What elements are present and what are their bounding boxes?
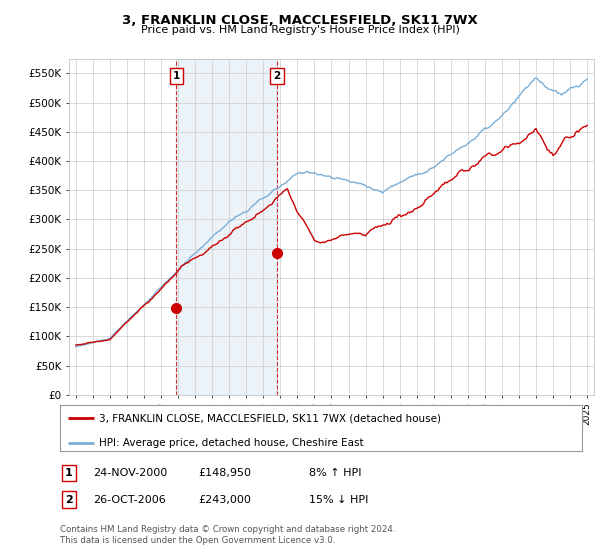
- Text: 1: 1: [173, 71, 180, 81]
- Text: Price paid vs. HM Land Registry's House Price Index (HPI): Price paid vs. HM Land Registry's House …: [140, 25, 460, 35]
- Text: 3, FRANKLIN CLOSE, MACCLESFIELD, SK11 7WX: 3, FRANKLIN CLOSE, MACCLESFIELD, SK11 7W…: [122, 14, 478, 27]
- Text: £148,950: £148,950: [198, 468, 251, 478]
- Text: 15% ↓ HPI: 15% ↓ HPI: [309, 494, 368, 505]
- Text: 24-NOV-2000: 24-NOV-2000: [93, 468, 167, 478]
- Bar: [176, 59, 277, 395]
- Text: 1: 1: [65, 468, 73, 478]
- Text: 8% ↑ HPI: 8% ↑ HPI: [309, 468, 361, 478]
- Text: 3, FRANKLIN CLOSE, MACCLESFIELD, SK11 7WX (detached house): 3, FRANKLIN CLOSE, MACCLESFIELD, SK11 7W…: [99, 414, 441, 424]
- Text: 26-OCT-2006: 26-OCT-2006: [93, 494, 166, 505]
- Text: 2: 2: [274, 71, 281, 81]
- Text: 2: 2: [65, 494, 73, 505]
- Text: £243,000: £243,000: [198, 494, 251, 505]
- Text: HPI: Average price, detached house, Cheshire East: HPI: Average price, detached house, Ches…: [99, 438, 364, 449]
- Text: Contains HM Land Registry data © Crown copyright and database right 2024.
This d: Contains HM Land Registry data © Crown c…: [60, 525, 395, 545]
